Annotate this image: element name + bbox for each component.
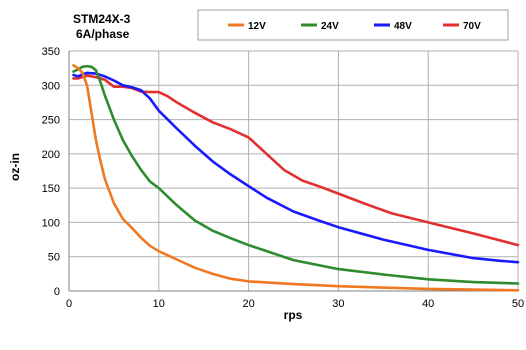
chart-title-line-2: 6A/phase xyxy=(76,27,130,41)
legend: 12V 24V 48V 70V xyxy=(197,9,509,41)
x-axis-label: rps xyxy=(284,308,303,322)
x-tick-label: 0 xyxy=(66,298,72,310)
y-tick-label: 200 xyxy=(42,149,60,161)
y-tick-label: 300 xyxy=(42,80,60,92)
y-tick-label: 50 xyxy=(48,252,60,264)
x-tick-label: 10 xyxy=(153,298,165,310)
legend-label-70v: 70V xyxy=(463,21,481,32)
legend-box xyxy=(197,9,509,41)
x-tick-label: 40 xyxy=(422,298,434,310)
series-line-24v xyxy=(72,64,520,285)
x-tick-label: 50 xyxy=(512,298,524,310)
y-axis-label: oz-in xyxy=(8,153,22,181)
y-tick-label: 0 xyxy=(54,286,60,298)
x-tick-label: 30 xyxy=(332,298,344,310)
chart-title-line-1: STM24X-3 xyxy=(73,12,131,26)
legend-label-48v: 48V xyxy=(394,21,412,32)
y-tick-label: 250 xyxy=(42,115,60,127)
series-line-70v xyxy=(72,74,520,247)
legend-label-24v: 24V xyxy=(321,21,339,32)
series-lines xyxy=(72,64,520,292)
y-axis-ticks: 0 50 100 150 200 250 300 350 xyxy=(42,46,60,298)
x-tick-label: 20 xyxy=(242,298,254,310)
series-line-12v xyxy=(72,64,520,292)
y-tick-label: 350 xyxy=(42,46,60,58)
y-tick-label: 150 xyxy=(42,183,60,195)
legend-label-12v: 12V xyxy=(248,21,266,32)
x-axis-ticks: 0 10 20 30 40 50 xyxy=(66,298,524,310)
y-tick-label: 100 xyxy=(42,217,60,229)
